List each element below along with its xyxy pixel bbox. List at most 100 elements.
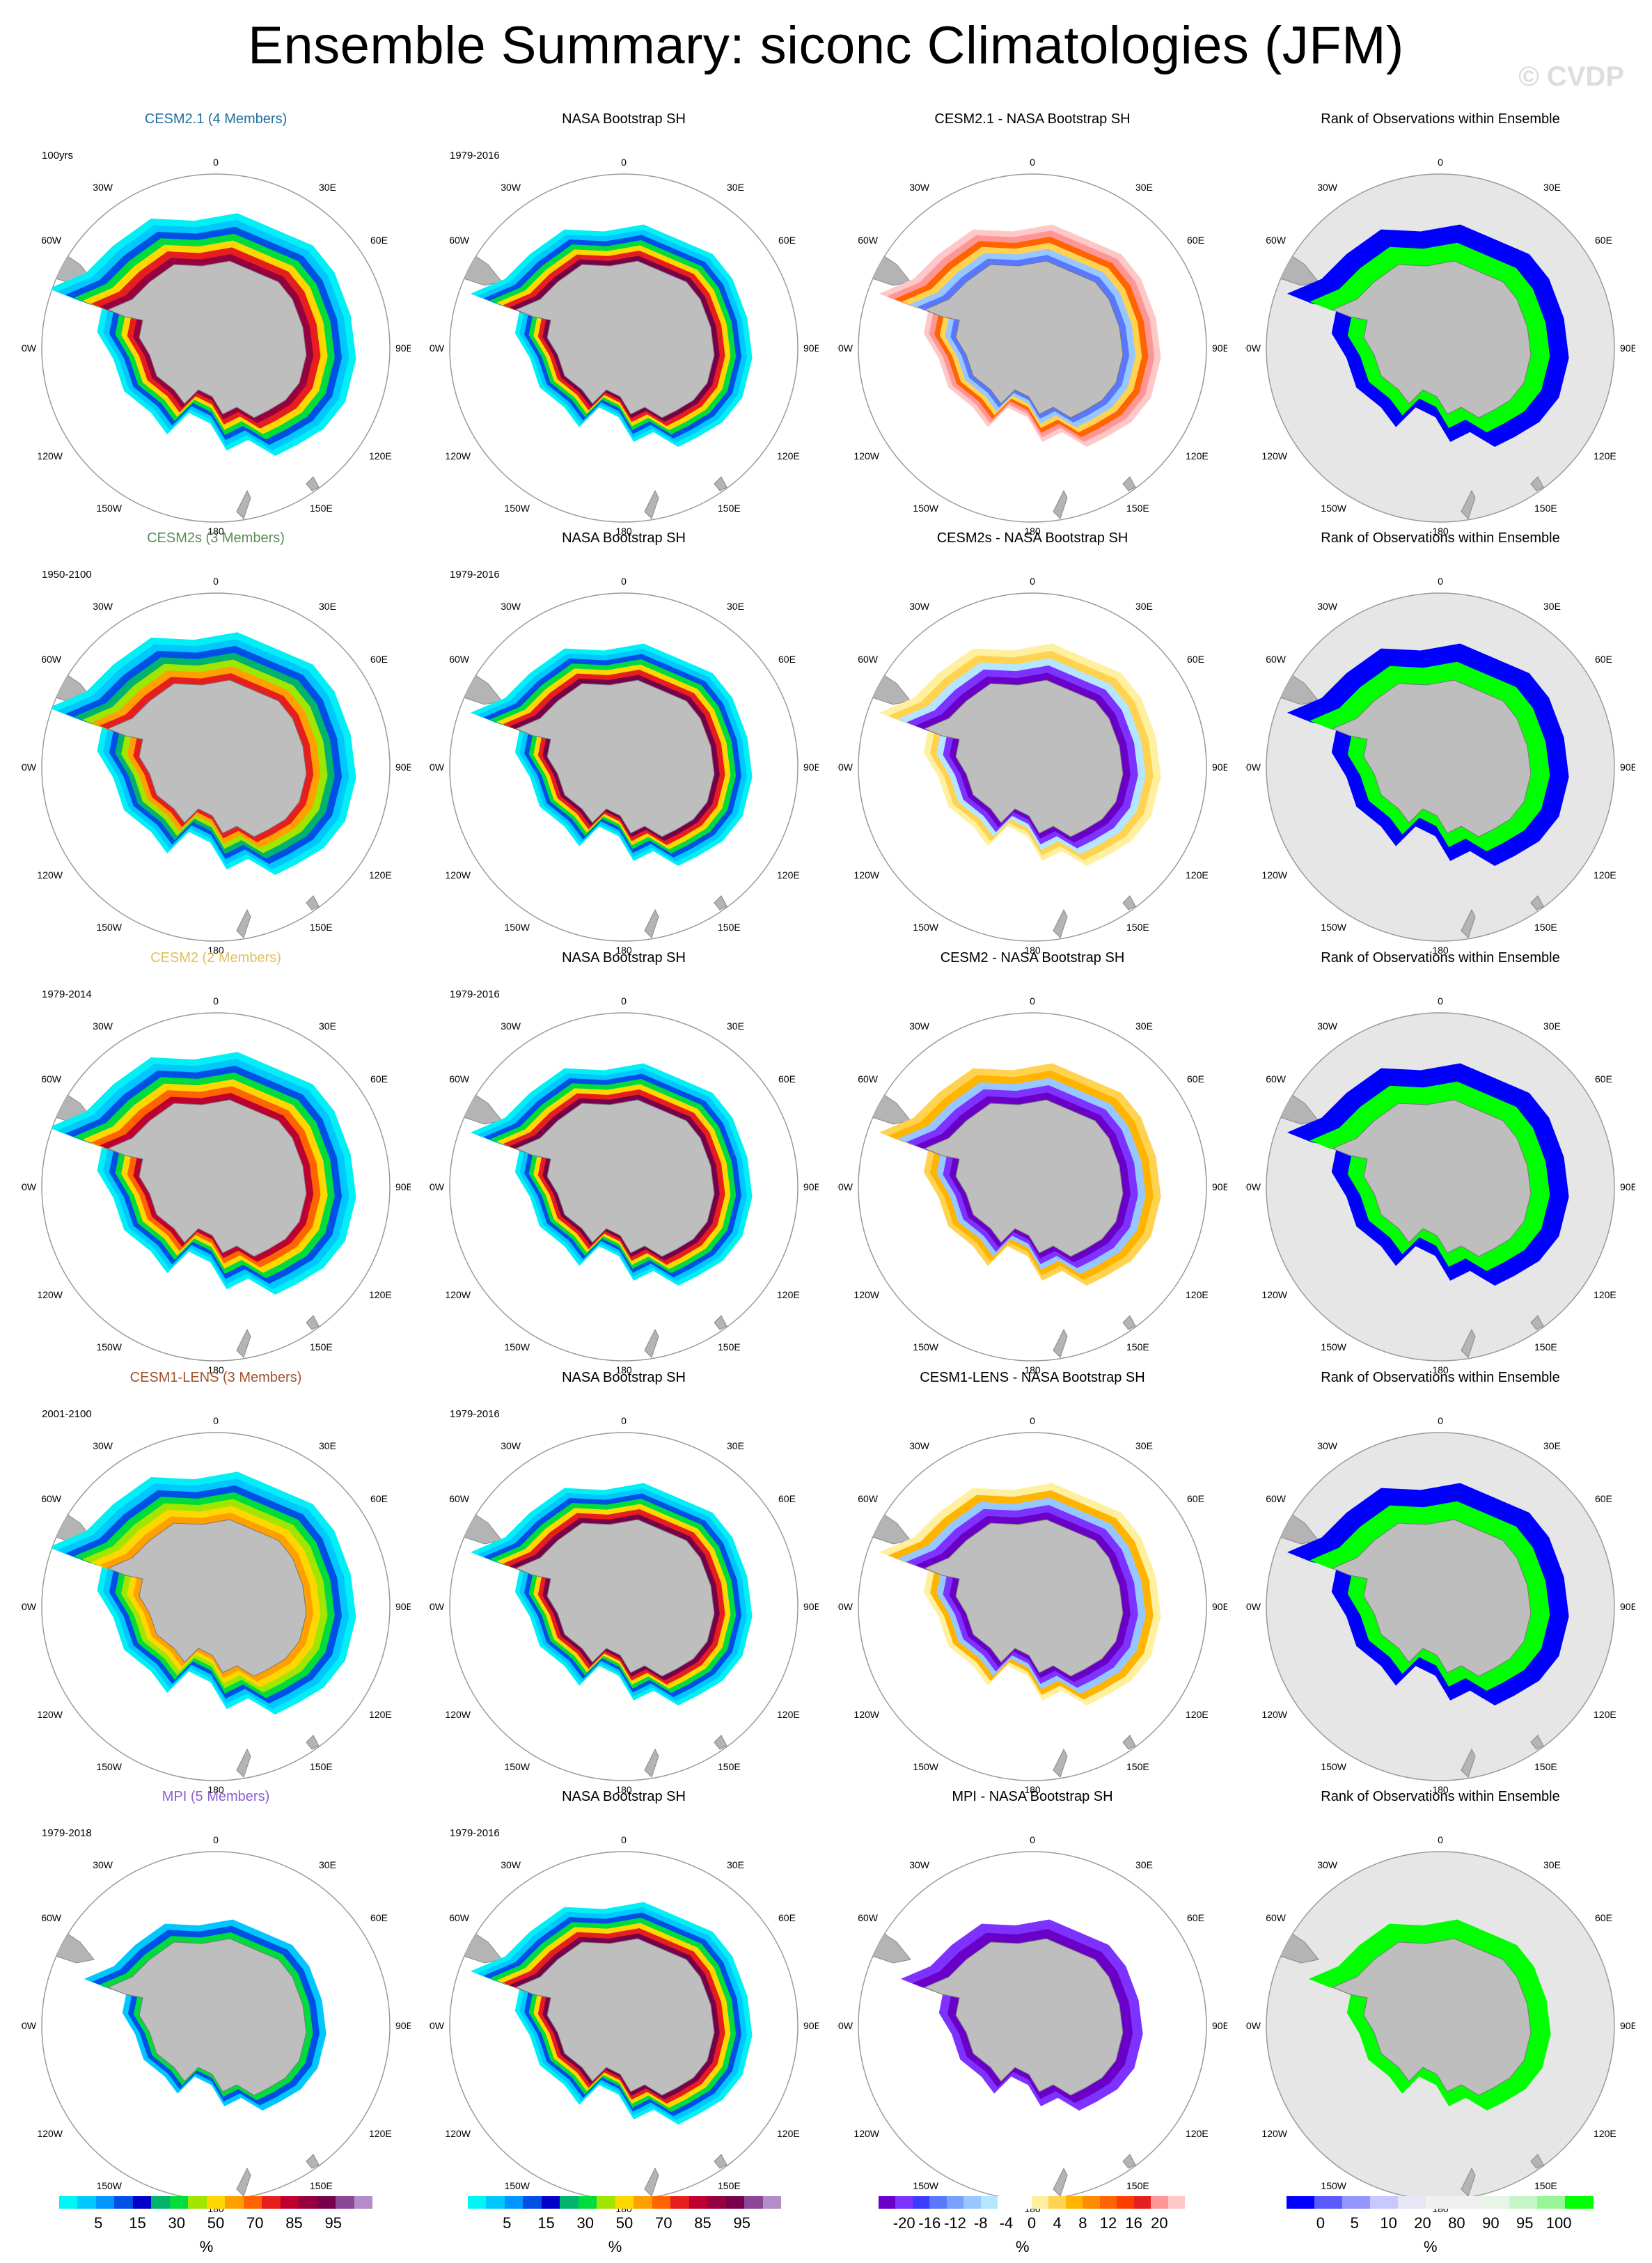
colorbar-swatch bbox=[1032, 2196, 1049, 2209]
longitude-label-r1: 30E bbox=[727, 1440, 744, 1451]
antarctica-landmass bbox=[1331, 1519, 1532, 1677]
longitude-label-r5: 150E bbox=[310, 922, 333, 933]
tasmania-landmass bbox=[1530, 2154, 1544, 2169]
longitude-label-r3: 90E bbox=[395, 1601, 411, 1612]
colorbar-tick-label: 15 bbox=[537, 2214, 555, 2232]
longitude-label-l1: 30W bbox=[1317, 601, 1338, 612]
colorbar-swatch bbox=[597, 2196, 616, 2209]
longitude-label-bottom: 180 bbox=[615, 526, 632, 537]
colorbar-tick-label: 20 bbox=[1414, 2214, 1431, 2232]
longitude-label-l2: 60W bbox=[41, 235, 62, 246]
longitude-label-r5: 150E bbox=[718, 2180, 741, 2191]
colorbar-tick-label: 16 bbox=[1125, 2214, 1142, 2232]
longitude-label-r3: 90E bbox=[395, 342, 411, 354]
new-zealand-landmass bbox=[644, 2167, 659, 2197]
longitude-label-l1: 30W bbox=[1317, 182, 1338, 193]
antarctica-landmass bbox=[923, 679, 1124, 837]
longitude-label-l4: 120W bbox=[1261, 2128, 1287, 2139]
colorbar-swatch bbox=[1454, 2196, 1482, 2209]
rank-map-panel: Rank of Observations within Ensemble 0 180… bbox=[1245, 1370, 1635, 1795]
new-zealand-landmass bbox=[1461, 2167, 1476, 2197]
colorbar-swatch bbox=[1537, 2196, 1566, 2209]
longitude-label-r5: 150E bbox=[718, 922, 741, 933]
polar-stereographic-map: 018030W60W90W120W150W30E60E90E120E150E bbox=[837, 1415, 1227, 1795]
longitude-label-r5: 150E bbox=[1126, 922, 1149, 933]
antarctica-landmass bbox=[923, 1938, 1124, 2096]
longitude-label-l5: 150W bbox=[1321, 1761, 1346, 1772]
longitude-label-r1: 30E bbox=[1543, 1440, 1561, 1451]
longitude-label-r2: 60E bbox=[778, 1493, 796, 1504]
colorbar-swatch bbox=[929, 2196, 947, 2209]
longitude-label-r4: 120E bbox=[1594, 1709, 1616, 1720]
longitude-label-r3: 90E bbox=[1212, 1601, 1227, 1612]
longitude-label-r2: 60E bbox=[1187, 1912, 1204, 1923]
colorbar-tick-label: 95 bbox=[733, 2214, 750, 2232]
longitude-label-l5: 150W bbox=[96, 2180, 122, 2191]
tasmania-landmass bbox=[1122, 476, 1136, 491]
conc-colorbar: 5 15 30 50 70 85 95% bbox=[468, 2196, 782, 2259]
longitude-label-l4: 120W bbox=[445, 869, 471, 881]
longitude-label-bottom: 180 bbox=[1432, 1784, 1449, 1795]
colorbar-tick-label: 30 bbox=[576, 2214, 594, 2232]
longitude-label-l2: 60W bbox=[41, 1912, 62, 1923]
period-label: 1979-2018 bbox=[42, 1827, 92, 1839]
longitude-label-l3: 90W bbox=[837, 762, 853, 773]
polar-stereographic-map: 018030W60W90W120W150W30E60E90E120E150E bbox=[1245, 1834, 1635, 2214]
colorbar-tick-label: -8 bbox=[973, 2214, 988, 2232]
new-zealand-landmass bbox=[236, 908, 251, 938]
longitude-label-l2: 60W bbox=[1266, 235, 1287, 246]
colorbar-swatch bbox=[336, 2196, 355, 2209]
new-zealand-landmass bbox=[1053, 1748, 1068, 1778]
period-label: 1979-2016 bbox=[450, 1827, 500, 1839]
new-zealand-landmass bbox=[1053, 489, 1068, 519]
longitude-label-r3: 90E bbox=[1620, 1181, 1635, 1192]
obs-map-panel: NASA Bootstrap SH 1979-2016 0 180 30W 60W 90W 1… bbox=[429, 950, 819, 1375]
longitude-label-r1: 30E bbox=[727, 1859, 744, 1870]
longitude-label-l3: 90W bbox=[837, 342, 853, 354]
polar-stereographic-map: 018030W60W90W120W150W30E60E90E120E150E bbox=[837, 576, 1227, 956]
longitude-label-r3: 90E bbox=[395, 762, 411, 773]
new-zealand-landmass bbox=[1053, 1328, 1068, 1358]
longitude-label-top: 0 bbox=[1030, 1834, 1035, 1845]
longitude-label-l4: 120W bbox=[1261, 869, 1287, 881]
longitude-label-r3: 90E bbox=[1620, 1601, 1635, 1612]
colorbar-tick-label: 5 bbox=[1350, 2214, 1359, 2232]
polar-stereographic-map: 018030W60W90W120W150W30E60E90E120E150E bbox=[21, 157, 411, 537]
tasmania-landmass bbox=[714, 1315, 727, 1330]
longitude-label-r3: 90E bbox=[803, 342, 819, 354]
colorbar-tick-label: 4 bbox=[1053, 2214, 1062, 2232]
diff-panel-title: CESM2s - NASA Bootstrap SH bbox=[936, 530, 1128, 546]
page-title: Ensemble Summary: siconc Climatologies (… bbox=[248, 16, 1404, 75]
rank-panel-title: Rank of Observations within Ensemble bbox=[1321, 1789, 1560, 1804]
longitude-label-l1: 30W bbox=[909, 1020, 930, 1032]
model-map-panel: CESM2.1 (4 Members) 100yrs 0 180 30W 60W 90W 12… bbox=[21, 111, 411, 537]
antarctica-landmass bbox=[1331, 679, 1532, 837]
longitude-label-r3: 90E bbox=[395, 1181, 411, 1192]
longitude-label-top: 0 bbox=[213, 576, 219, 587]
colorbar-unit-label: % bbox=[1016, 2238, 1030, 2255]
longitude-label-l2: 60W bbox=[449, 654, 470, 665]
longitude-label-l4: 120W bbox=[1261, 1289, 1287, 1300]
longitude-label-l5: 150W bbox=[1321, 2180, 1346, 2191]
obs-panel-title: NASA Bootstrap SH bbox=[562, 950, 686, 965]
colorbar-tick-label: 12 bbox=[1099, 2214, 1117, 2232]
colorbar-swatch bbox=[354, 2196, 373, 2209]
longitude-label-l1: 30W bbox=[93, 182, 113, 193]
longitude-label-r4: 120E bbox=[1594, 2128, 1616, 2139]
obs-panel-title: NASA Bootstrap SH bbox=[562, 530, 686, 546]
colorbar-swatch bbox=[963, 2196, 982, 2209]
tasmania-landmass bbox=[306, 1735, 320, 1750]
diff-map-panel: MPI - NASA Bootstrap SH018030W60W90W120W… bbox=[837, 1789, 1227, 2214]
longitude-label-r4: 120E bbox=[1594, 1289, 1616, 1300]
longitude-label-l2: 60W bbox=[449, 1493, 470, 1504]
longitude-label-r2: 60E bbox=[778, 654, 796, 665]
colorbar-swatch bbox=[879, 2196, 896, 2209]
longitude-label-l5: 150W bbox=[504, 1341, 530, 1353]
rank-map-panel: Rank of Observations within Ensemble 0 180… bbox=[1245, 530, 1635, 956]
colorbar-swatch bbox=[541, 2196, 560, 2209]
period-label: 1979-2016 bbox=[450, 988, 500, 1000]
colorbar-swatch bbox=[1287, 2196, 1315, 2209]
longitude-label-l2: 60W bbox=[858, 654, 879, 665]
polar-stereographic-map: 018030W60W90W120W150W30E60E90E120E150E bbox=[21, 576, 411, 956]
longitude-label-l1: 30W bbox=[93, 1020, 113, 1032]
